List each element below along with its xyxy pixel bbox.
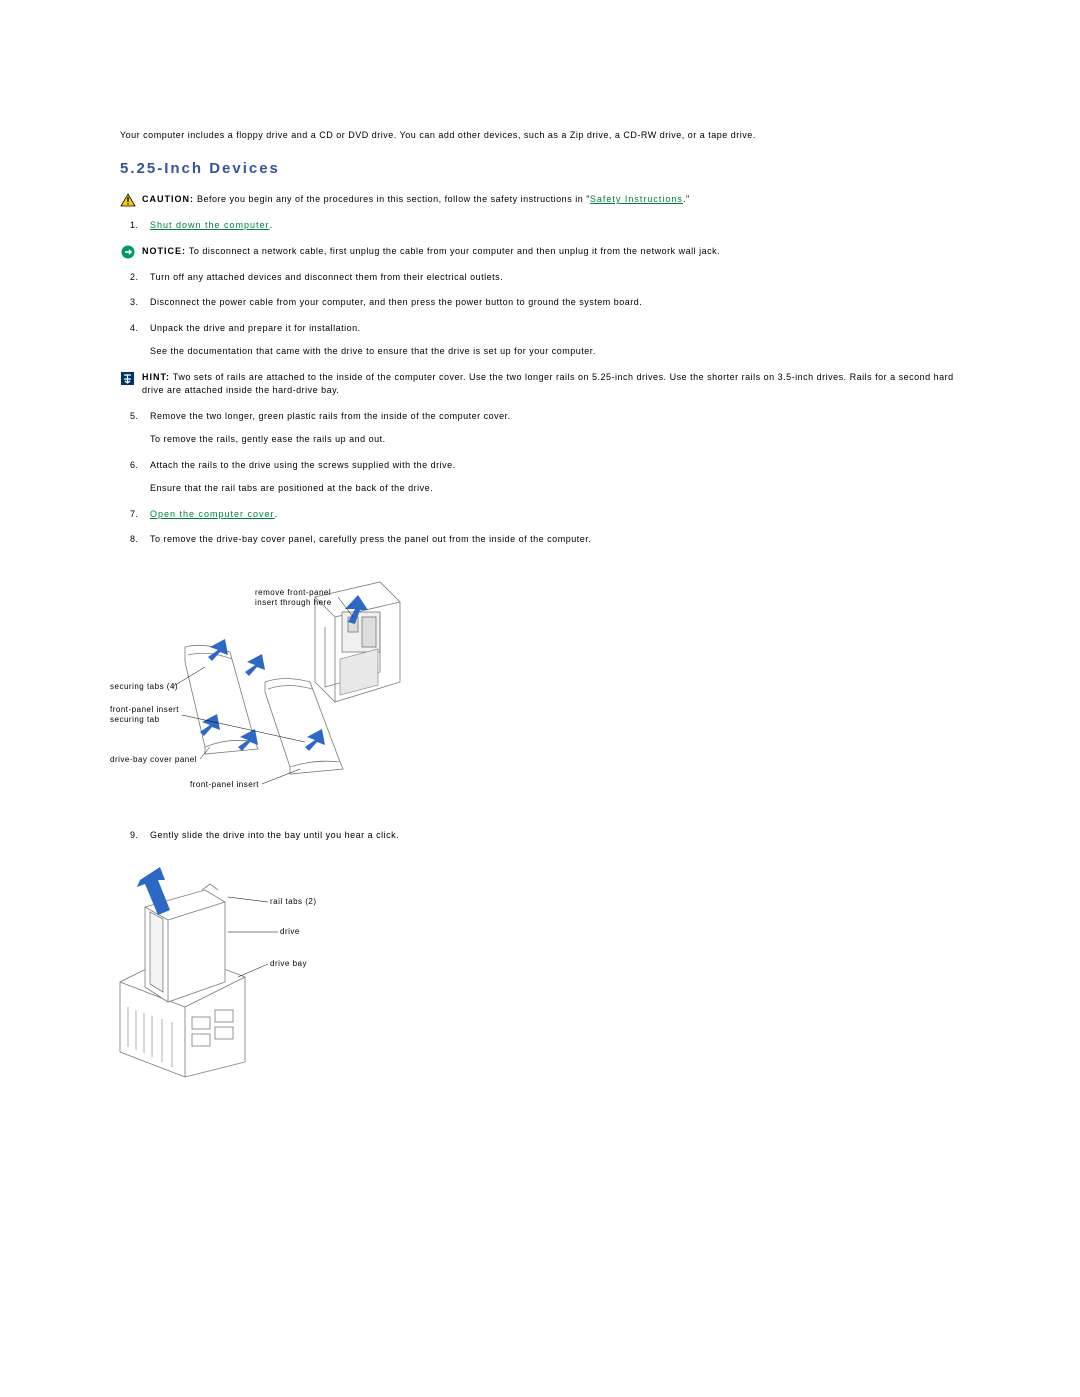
caution-icon <box>120 193 136 207</box>
caution-text-after: ." <box>683 194 690 204</box>
label-drive-bay: drive bay <box>270 959 307 968</box>
step-5: Remove the two longer, green plastic rai… <box>150 410 960 447</box>
caution-text-before: Before you begin any of the procedures i… <box>194 194 590 204</box>
hint-body: HINT: Two sets of rails are attached to … <box>142 371 960 398</box>
step-6: Attach the rails to the drive using the … <box>150 459 960 496</box>
caution-label: CAUTION: <box>142 194 194 204</box>
step6-text: Attach the rails to the drive using the … <box>150 460 456 470</box>
shutdown-link[interactable]: Shut down the computer <box>150 220 270 230</box>
step5-text: Remove the two longer, green plastic rai… <box>150 411 511 421</box>
step-2: Turn off any attached devices and discon… <box>150 271 960 285</box>
step1-after: . <box>270 220 273 230</box>
diagram-drive-bay: rail tabs (2) drive drive bay <box>110 862 410 1084</box>
caution-body: CAUTION: Before you begin any of the pro… <box>142 193 960 207</box>
label-drive-bay-cover: drive-bay cover panel <box>110 755 197 764</box>
notice-body: NOTICE: To disconnect a network cable, f… <box>142 245 960 259</box>
caution-callout: CAUTION: Before you begin any of the pro… <box>120 193 960 207</box>
step-1: Shut down the computer. <box>150 219 960 233</box>
step-3: Disconnect the power cable from your com… <box>150 296 960 310</box>
step5-sub: To remove the rails, gently ease the rai… <box>150 433 960 447</box>
diagram-cover-panel: remove front-panelinsert through here se… <box>110 567 410 809</box>
label-front-panel-insert: front-panel insert <box>190 780 259 789</box>
hint-label: HINT: <box>142 372 170 382</box>
hint-text: Two sets of rails are attached to the in… <box>142 372 954 396</box>
open-cover-link[interactable]: Open the computer cover <box>150 509 275 519</box>
notice-callout: NOTICE: To disconnect a network cable, f… <box>120 245 960 259</box>
hint-icon <box>120 371 136 385</box>
step6-sub: Ensure that the rail tabs are positioned… <box>150 482 960 496</box>
section-heading: 5.25-Inch Devices <box>120 160 960 177</box>
intro-text: Your computer includes a floppy drive an… <box>120 130 960 140</box>
step-9: Gently slide the drive into the bay unti… <box>150 829 960 843</box>
step-8: To remove the drive-bay cover panel, car… <box>150 533 960 547</box>
page: Your computer includes a floppy drive an… <box>0 0 1080 1397</box>
step-4: Unpack the drive and prepare it for inst… <box>150 322 960 359</box>
hint-callout: HINT: Two sets of rails are attached to … <box>120 371 960 398</box>
step7-after: . <box>275 509 278 519</box>
label-remove-insert: remove front-panelinsert through here <box>255 588 332 607</box>
label-drive: drive <box>280 927 300 936</box>
notice-label: NOTICE: <box>142 246 186 256</box>
step-7: Open the computer cover. <box>150 508 960 522</box>
step4-sub: See the documentation that came with the… <box>150 345 960 359</box>
label-fpi-securing-tab: front-panel insertsecuring tab <box>110 705 179 724</box>
label-securing-tabs: securing tabs (4) <box>110 682 178 691</box>
safety-instructions-link[interactable]: Safety Instructions <box>590 194 683 204</box>
step4-text: Unpack the drive and prepare it for inst… <box>150 323 361 333</box>
notice-icon <box>120 245 136 259</box>
label-rail-tabs: rail tabs (2) <box>270 897 317 906</box>
notice-text: To disconnect a network cable, first unp… <box>186 246 720 256</box>
